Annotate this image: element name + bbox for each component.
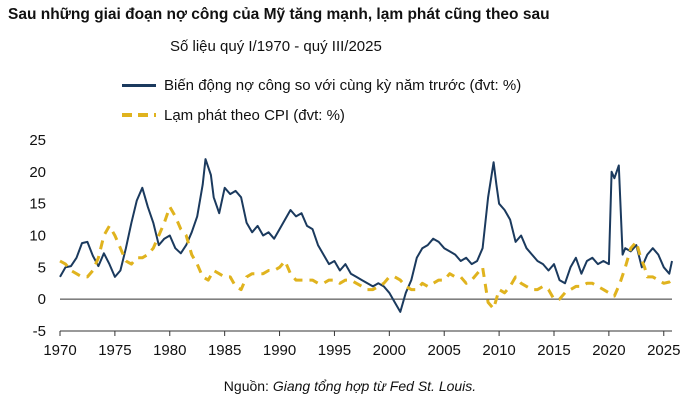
x-tick-label: 2005: [428, 342, 461, 359]
chart-title: Sau những giai đoạn nợ công của Mỹ tăng …: [8, 6, 550, 23]
x-tick-label: 2025: [647, 342, 680, 359]
x-tick-label: 1975: [98, 342, 131, 359]
x-tick-label: 1970: [43, 342, 76, 359]
debt-growth-line: [59, 158, 673, 313]
y-tick-label: 10: [29, 228, 46, 245]
x-tick-label: 1995: [318, 342, 351, 359]
legend-label-cpi: Lạm phát theo CPI (đvt: %): [164, 106, 345, 124]
legend-swatch-cpi: [122, 113, 156, 117]
legend-swatch-debt: [122, 83, 156, 87]
legend-item-cpi: Lạm phát theo CPI (đvt: %): [122, 100, 521, 130]
source-note: Nguồn: Giang tổng hợp từ Fed St. Louis.: [0, 378, 700, 394]
x-tick-label: 2015: [537, 342, 570, 359]
y-tick-label: 0: [38, 291, 46, 308]
x-tick-label: 2000: [373, 342, 406, 359]
y-tick-label: 25: [29, 132, 46, 149]
source-prefix: Nguồn:: [223, 378, 273, 394]
chart-subtitle: Số liệu quý I/1970 - quý III/2025: [170, 38, 382, 55]
y-tick-label: -5: [33, 323, 46, 340]
legend: Biến động nợ công so với cùng kỳ năm trư…: [122, 70, 521, 130]
x-tick-label: 2020: [592, 342, 625, 359]
legend-item-debt: Biến động nợ công so với cùng kỳ năm trư…: [122, 70, 521, 100]
y-tick-label: 5: [38, 259, 46, 276]
x-tick-label: 1985: [208, 342, 241, 359]
x-tick-label: 2010: [482, 342, 515, 359]
x-tick-label: 1990: [263, 342, 296, 359]
y-tick-label: 15: [29, 196, 46, 213]
x-tick-label: 1980: [153, 342, 186, 359]
source-text: Giang tổng hợp từ Fed St. Louis.: [272, 378, 477, 394]
y-tick-label: 20: [29, 164, 46, 181]
legend-label-debt: Biến động nợ công so với cùng kỳ năm trư…: [164, 76, 522, 94]
cpi-inflation-line: [59, 205, 673, 311]
